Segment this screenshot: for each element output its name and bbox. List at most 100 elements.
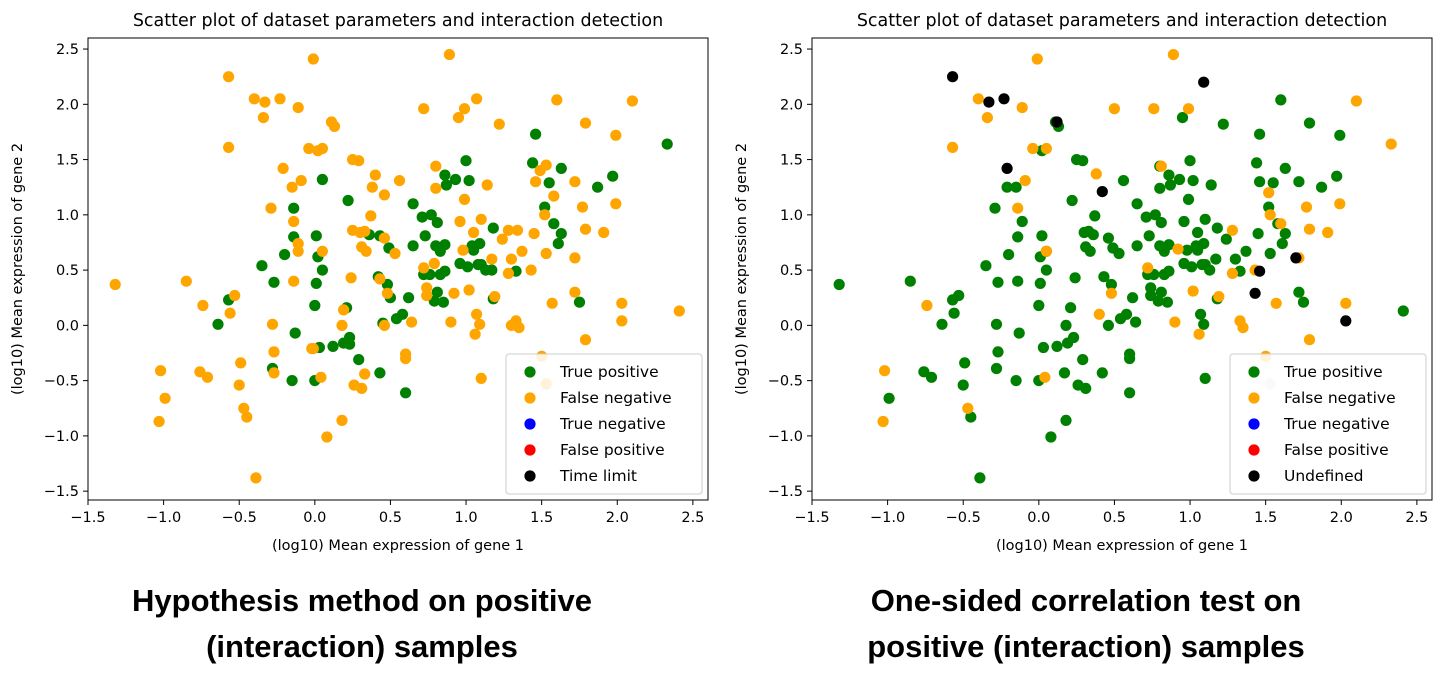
- left-point: [539, 209, 551, 221]
- left-point: [468, 226, 480, 239]
- left-title: Scatter plot of dataset parameters and i…: [133, 11, 663, 31]
- left-point: [316, 264, 328, 276]
- left-legend-box: [505, 353, 703, 495]
- left-point: [540, 159, 552, 171]
- right-point: [1193, 328, 1205, 340]
- right-point: [1176, 112, 1189, 124]
- right-point: [1184, 155, 1196, 167]
- right-point: [1051, 340, 1063, 352]
- left-point: [431, 217, 443, 229]
- left-point: [475, 213, 487, 225]
- right-point: [1182, 193, 1195, 205]
- right-point: [1001, 181, 1013, 193]
- right-ylabel: (log10) Mean expression of gene 2: [734, 143, 750, 395]
- left-point: [468, 244, 480, 256]
- right-point: [1350, 95, 1362, 107]
- right-point: [1181, 244, 1193, 256]
- right-point: [1096, 186, 1108, 198]
- right-point: [957, 379, 969, 391]
- left-point: [458, 103, 471, 115]
- right-legend-marker: [1248, 418, 1260, 430]
- left-point: [502, 224, 514, 236]
- right-point: [1237, 322, 1249, 334]
- left-point: [511, 224, 524, 236]
- left-point: [268, 346, 280, 358]
- left-point: [266, 318, 279, 330]
- left-point: [268, 367, 280, 379]
- left-point: [274, 93, 286, 105]
- right-point: [925, 371, 938, 383]
- left-point: [378, 232, 390, 244]
- left-point: [407, 240, 419, 252]
- right-point: [989, 202, 1001, 214]
- right-point: [1279, 228, 1291, 240]
- left-ytick-label: 0.0: [56, 318, 79, 334]
- left-point: [579, 334, 592, 346]
- left-series-0: [212, 128, 673, 399]
- right-point: [1127, 292, 1139, 304]
- left-point: [548, 218, 560, 230]
- left-point: [359, 368, 371, 380]
- left-point: [327, 340, 339, 352]
- right-point: [1033, 299, 1045, 312]
- left-point: [400, 387, 412, 399]
- left-point: [463, 284, 475, 296]
- right-point: [1186, 261, 1198, 273]
- right-point: [1016, 215, 1028, 228]
- right-point: [974, 472, 986, 484]
- right-legend-label: False negative: [1284, 389, 1396, 407]
- right-ytick-label: 0.0: [780, 318, 803, 334]
- right-point: [1130, 316, 1142, 328]
- right-point: [1102, 319, 1114, 331]
- left-point: [180, 275, 192, 287]
- right-point: [1303, 117, 1316, 129]
- left-point: [607, 170, 619, 182]
- left-series-1: [109, 49, 685, 484]
- left-point: [288, 215, 300, 228]
- left-ytick-label: −1.5: [44, 484, 79, 500]
- right-point: [1229, 253, 1241, 265]
- left-point: [374, 367, 386, 379]
- left-point: [445, 316, 457, 328]
- left-point: [345, 272, 357, 284]
- left-point: [449, 173, 462, 186]
- right-point: [1267, 177, 1279, 189]
- right-point: [1263, 187, 1275, 199]
- right-point: [1334, 198, 1346, 210]
- caption-left-line2: (interaction) samples: [206, 629, 518, 664]
- right-point: [962, 402, 974, 414]
- right-point: [998, 93, 1010, 105]
- right-point: [981, 112, 993, 124]
- left-point: [610, 129, 622, 141]
- left-point: [525, 264, 537, 276]
- left-point: [256, 260, 268, 272]
- left-point: [223, 141, 235, 153]
- right-point: [1154, 182, 1166, 194]
- left-point: [569, 252, 581, 264]
- right-ytick-label: −1.5: [768, 484, 803, 500]
- right-point: [1113, 247, 1125, 260]
- left-point: [389, 247, 401, 260]
- right-point: [1300, 201, 1313, 213]
- left-ytick-label: 0.5: [56, 263, 79, 279]
- left-point: [353, 354, 365, 366]
- left-point: [250, 472, 262, 484]
- left-point: [496, 233, 508, 245]
- right-point: [1016, 102, 1028, 114]
- right-point: [1204, 264, 1216, 276]
- right-point: [1001, 162, 1013, 174]
- right-xtick-label: −1.5: [794, 510, 829, 526]
- left-xtick-label: 1.0: [455, 510, 478, 526]
- right-axes-frame: [811, 37, 1433, 501]
- right-point: [1254, 128, 1266, 140]
- right-point: [1322, 226, 1334, 239]
- left-point: [555, 162, 567, 174]
- right-point: [1010, 181, 1022, 193]
- left-point: [155, 365, 167, 377]
- left-point: [360, 245, 372, 257]
- left-point: [303, 142, 315, 155]
- right-ytick-label: 1.5: [780, 153, 803, 169]
- left-xtick-label: 2.0: [606, 510, 629, 526]
- right-point: [1163, 169, 1175, 181]
- left-point: [448, 287, 460, 299]
